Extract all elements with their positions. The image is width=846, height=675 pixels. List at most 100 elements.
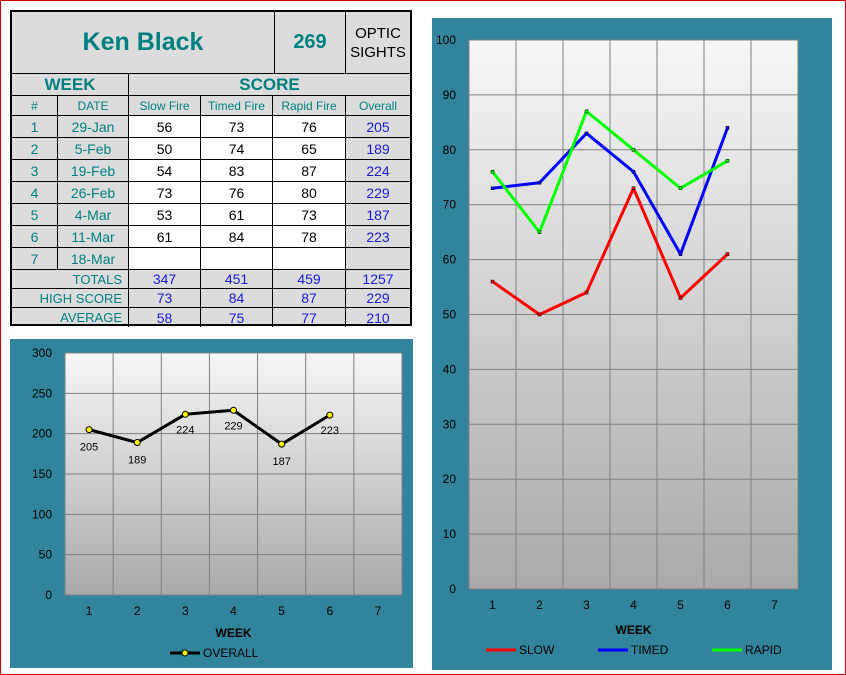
data-point: [678, 296, 683, 300]
data-point: [725, 252, 730, 256]
y-tick-label: 150: [32, 467, 52, 481]
timed-fire-score: [201, 248, 273, 270]
x-tick-label: 2: [134, 604, 141, 618]
summary-timed: 84: [201, 289, 273, 308]
week-number: 5: [12, 204, 58, 226]
y-tick-label: 0: [45, 588, 52, 602]
legend-marker: [181, 649, 189, 657]
table-row: 2 5-Feb 50 74 65 189: [12, 138, 410, 160]
overall-line-chart: 0 50 100 150 200 250 300 1 2 3 4 5 6 7 WEEK 205 189 224 22…: [32, 346, 403, 660]
slow-fire-score: 50: [129, 138, 201, 160]
col-header-slow: Slow Fire: [129, 96, 201, 116]
overall-score: 187: [346, 204, 410, 226]
x-tick-label: 6: [326, 604, 333, 618]
summary-overall: 1257: [346, 270, 410, 289]
week-date: 5-Feb: [58, 138, 129, 160]
y-tick-label: 30: [443, 417, 457, 431]
legend-label: RAPID: [745, 643, 782, 657]
table-row: 1 29-Jan 56 73 76 205: [12, 116, 410, 138]
col-header-rapid: Rapid Fire: [273, 96, 346, 116]
x-tick-label: 7: [771, 598, 778, 612]
col-header-timed: Timed Fire: [201, 96, 273, 116]
data-point: [678, 252, 683, 256]
data-point: [537, 180, 542, 185]
legend-label: SLOW: [519, 643, 555, 657]
slow-fire-score: [129, 248, 201, 270]
series-line-overall: [88, 408, 331, 446]
data-point: [584, 109, 589, 114]
table-row: 6 11-Mar 61 84 78 223: [12, 226, 410, 248]
timed-fire-score: 84: [201, 226, 273, 248]
week-number: 3: [12, 160, 58, 182]
category-line-2: SIGHTS: [350, 43, 406, 61]
data-point: [537, 312, 542, 317]
x-tick-label: 1: [86, 604, 93, 618]
total-score: 269: [275, 12, 346, 74]
summary-row: TOTALS 347 451 459 1257: [12, 270, 410, 289]
y-tick-label: 100: [32, 507, 52, 521]
x-tick-label: 3: [583, 598, 590, 612]
slow-fire-score: 73: [129, 182, 201, 204]
legend-marker: [611, 648, 615, 652]
col-header-num: #: [12, 96, 58, 116]
data-point: [631, 148, 636, 152]
timed-fire-score: 61: [201, 204, 273, 226]
table-row: 4 26-Feb 73 76 80 229: [12, 182, 410, 204]
x-tick-label: 2: [536, 598, 543, 612]
week-date: 4-Mar: [58, 204, 129, 226]
y-tick-label: 250: [32, 386, 52, 400]
data-point: [85, 426, 93, 434]
summary-rapid: 459: [273, 270, 346, 289]
data-label: 224: [176, 424, 194, 436]
data-point: [133, 439, 141, 447]
score-header: SCORE: [129, 74, 410, 96]
rapid-fire-score: [273, 248, 346, 270]
category-label: OPTIC SIGHTS: [346, 12, 410, 74]
y-tick-label: 100: [436, 33, 456, 47]
x-tick-label: 4: [630, 598, 637, 612]
series-line-rapid: [491, 109, 729, 234]
category-line-1: OPTIC: [355, 24, 401, 42]
data-point: [584, 131, 589, 136]
table-row: 5 4-Mar 53 61 73 187: [12, 204, 410, 226]
data-point: [278, 440, 286, 448]
series-line-timed: [492, 127, 729, 256]
timed-fire-score: 73: [201, 116, 273, 138]
rapid-fire-score: 87: [273, 160, 346, 182]
summary-label: AVERAGE: [12, 308, 129, 327]
rapid-fire-score: 78: [273, 226, 346, 248]
summary-row: AVERAGE 58 75 77 210: [12, 308, 410, 327]
summary-overall: 229: [346, 289, 410, 308]
summary-row: HIGH SCORE 73 84 87 229: [12, 289, 410, 308]
y-tick-label: 90: [443, 88, 457, 102]
rapid-fire-score: 73: [273, 204, 346, 226]
data-point: [725, 159, 730, 163]
overall-score: [346, 248, 410, 270]
week-date: 26-Feb: [58, 182, 129, 204]
week-number: 2: [12, 138, 58, 160]
summary-timed: 75: [201, 308, 273, 327]
week-date: 29-Jan: [58, 116, 129, 138]
slow-fire-score: 53: [129, 204, 201, 226]
week-number: 6: [12, 226, 58, 248]
slow-fire-score: 54: [129, 160, 201, 182]
summary-timed: 451: [201, 270, 273, 289]
data-point: [326, 411, 334, 419]
summary-overall: 210: [366, 309, 390, 326]
y-tick-label: 60: [443, 253, 457, 267]
series-line-slow: [491, 186, 729, 316]
y-tick-label: 20: [443, 472, 457, 486]
week-date: 19-Feb: [58, 160, 129, 182]
y-tick-label: 70: [443, 198, 457, 212]
data-point: [584, 290, 589, 295]
data-label: 205: [80, 442, 98, 454]
data-point: [537, 230, 542, 234]
y-tick-label: 0: [449, 582, 456, 596]
summary-slow: 58: [129, 308, 201, 327]
week-number: 4: [12, 182, 58, 204]
summary-label: TOTALS: [12, 270, 129, 289]
overall-score: 223: [346, 226, 410, 248]
shooter-name: Ken Black: [12, 12, 275, 74]
overall-chart-panel: 0 50 100 150 200 250 300 1 2 3 4 5 6 7 WEEK 205 189 224 22…: [10, 339, 413, 668]
week-date: 18-Mar: [58, 248, 129, 270]
